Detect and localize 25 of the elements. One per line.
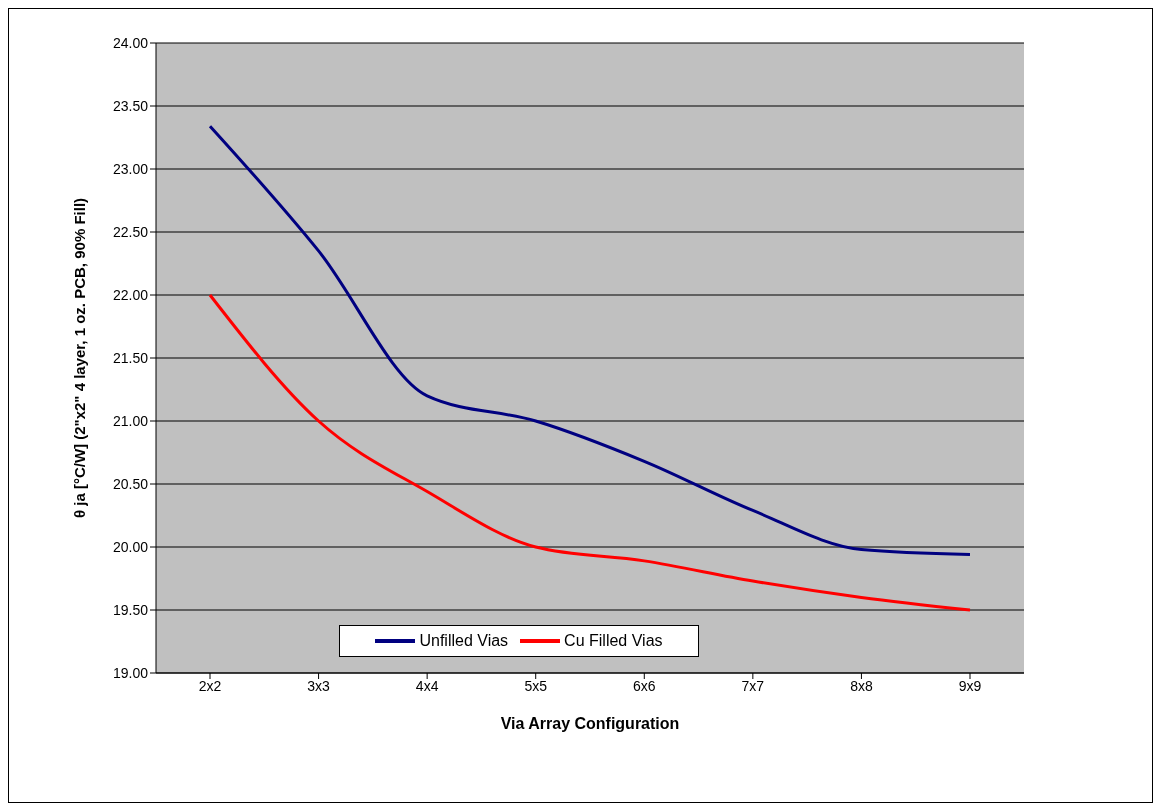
y-tick-label: 23.50 <box>112 97 149 114</box>
y-tick-label: 19.50 <box>112 601 149 618</box>
y-tick-label: 19.00 <box>112 664 149 681</box>
y-tick-label: 22.00 <box>112 286 149 303</box>
y-tick-label: 22.50 <box>112 223 149 240</box>
x-tick-label: 3x3 <box>307 677 331 694</box>
x-tick-label: 2x2 <box>198 677 222 694</box>
line-series <box>208 293 972 612</box>
x-tick-label: 6x6 <box>633 677 656 694</box>
x-tick-label: 4x4 <box>415 677 439 694</box>
x-tick-label: 8x8 <box>850 677 873 694</box>
y-tick-label: 21.50 <box>112 349 149 366</box>
x-tick-label: 5x5 <box>524 677 548 694</box>
y-tick-label: 24.00 <box>112 34 149 51</box>
legend-label: Unfilled Vias <box>419 632 509 650</box>
line-series <box>208 124 972 557</box>
legend-label: Cu Filled Vias <box>564 632 663 650</box>
x-tick-label: 7x7 <box>741 677 765 694</box>
y-tick-label: 20.50 <box>112 475 149 492</box>
x-axis-title: Via Array Configuration <box>500 715 680 732</box>
y-tick-label: 23.00 <box>112 160 149 177</box>
y-tick-label: 21.00 <box>112 412 149 429</box>
x-tick-label: 9x9 <box>958 677 982 694</box>
y-axis-title: θ ja [°C/W] (2"x2" 4 layer, 1 oz. PCB, 90% Fill) <box>71 197 89 519</box>
y-tick-label: 20.00 <box>112 538 149 555</box>
